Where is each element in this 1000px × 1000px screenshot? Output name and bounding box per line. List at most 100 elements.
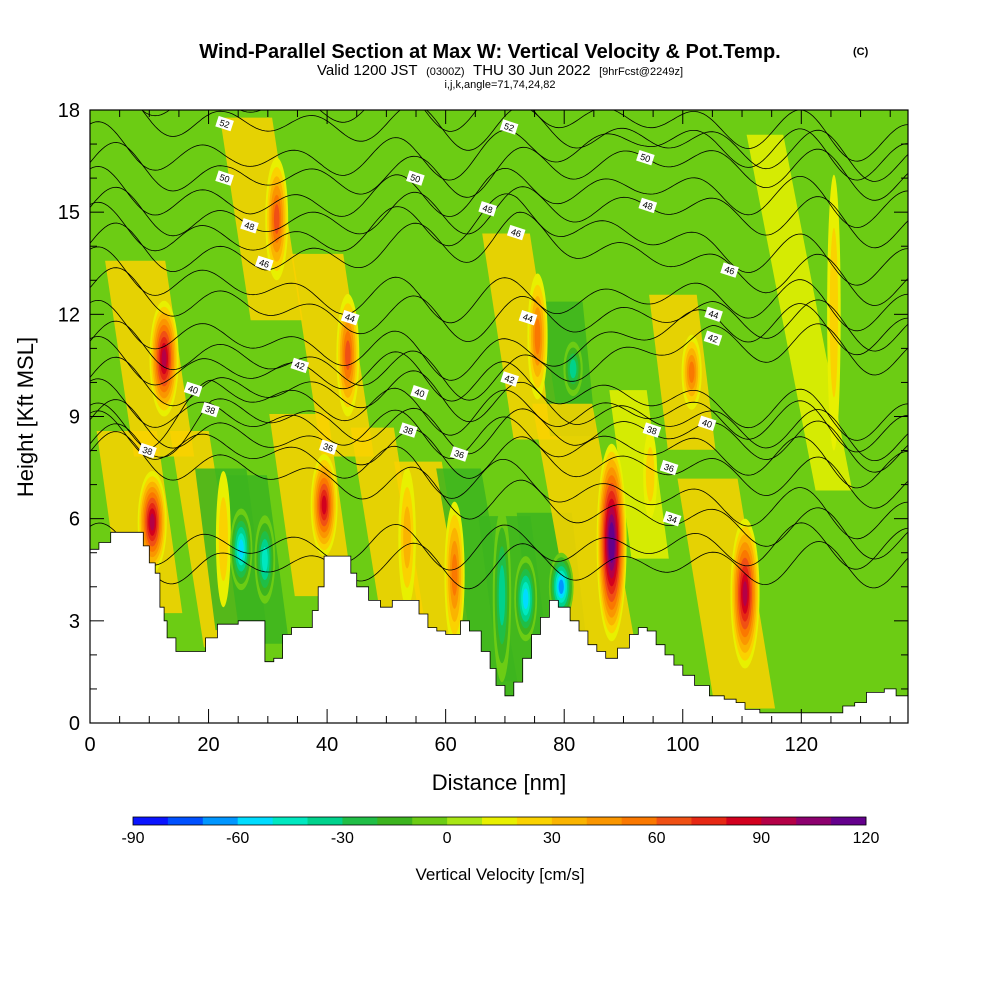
velocity-cell-level: [522, 588, 529, 610]
colorbar-tick-label: 0: [443, 830, 452, 847]
velocity-band: [609, 390, 669, 559]
isentrope-line: [90, 522, 908, 571]
contour-label: 34: [662, 510, 682, 527]
isentrope-line: [90, 142, 908, 201]
velocity-cell-level: [403, 506, 412, 569]
updraft-cell: [730, 518, 760, 669]
colorbar-swatch: [586, 817, 623, 825]
y-tick-label: 6: [69, 509, 80, 531]
colorbar-title: Vertical Velocity [cm/s]: [415, 865, 584, 884]
contour-label: 38: [642, 422, 662, 438]
velocity-cell-level: [558, 579, 564, 594]
contour-label: 36: [659, 459, 679, 476]
velocity-cell-level: [238, 539, 244, 560]
colorbar-frame: [132, 816, 867, 826]
chart-info-line: i,j,k,angle=71,74,24,82: [444, 79, 555, 91]
y-tick-label: 18: [58, 100, 80, 122]
contour-label: 36: [318, 439, 338, 455]
colorbar-swatch: [412, 817, 448, 825]
contour-label-text: 40: [413, 387, 426, 400]
x-tick-label: 0: [84, 734, 95, 756]
contour-label-text: 44: [707, 308, 720, 321]
contour-label-text: 42: [707, 332, 720, 345]
contour-label-text: 38: [141, 445, 154, 458]
contour-label-bg: [659, 459, 679, 476]
contour-label-bg: [410, 384, 429, 401]
velocity-cell-level: [218, 497, 228, 582]
y-tick-label: 15: [58, 202, 80, 224]
contour-label: 36: [449, 446, 469, 462]
contour-label-bg: [506, 224, 526, 241]
contour-label-bg: [703, 330, 723, 346]
x-tick-label: 100: [666, 734, 699, 756]
isentrope-line: [90, 299, 908, 381]
isentrope-line: [90, 431, 908, 560]
contour-label: 50: [215, 170, 234, 186]
velocity-cell-level: [161, 348, 167, 369]
velocity-cell-level: [569, 359, 577, 379]
contour-label-text: 40: [187, 383, 200, 396]
contour-label-text: 42: [293, 359, 306, 372]
contour-label: 52: [499, 119, 519, 135]
contour-label: 50: [636, 149, 655, 166]
contour-label-text: 36: [453, 448, 466, 461]
velocity-cell-level: [742, 581, 748, 607]
isentrope-line: [90, 211, 908, 306]
updraft-cell: [643, 430, 658, 519]
contour-label-text: 44: [344, 312, 357, 325]
y-tick-label: 9: [69, 407, 80, 429]
contour-label: 46: [254, 255, 274, 272]
contour-label: 40: [183, 381, 203, 398]
isentrope-line: [90, 541, 908, 590]
velocity-cell-level: [345, 340, 351, 371]
updraft-cell: [265, 157, 289, 281]
isentrope-line: [141, 110, 908, 162]
isentrope-line: [90, 379, 908, 453]
contour-label-bg: [449, 446, 469, 462]
updraft-cell: [310, 453, 338, 557]
contour-label-bg: [215, 170, 234, 186]
contour-label: 44: [518, 309, 538, 326]
contour-label-text: 38: [645, 424, 658, 437]
contour-label-bg: [318, 439, 338, 455]
downdraft-cell: [492, 508, 512, 683]
contour-label-text: 46: [723, 264, 736, 277]
contour-label: 52: [215, 115, 234, 132]
contour-label: 50: [406, 170, 425, 186]
contour-label-bg: [518, 309, 538, 326]
contour-label-bg: [340, 309, 360, 326]
colorbar-swatch: [761, 817, 797, 825]
contour-label-bg: [406, 170, 425, 186]
contour-label: 42: [290, 357, 310, 374]
contour-label-bg: [638, 197, 658, 214]
contour-label-bg: [138, 442, 157, 459]
isentrope-line: [90, 246, 908, 332]
colorbar-tick-label: -30: [331, 830, 354, 847]
contour-label-text: 38: [204, 404, 217, 417]
updraft-cell: [215, 470, 231, 608]
colorbar-swatch: [447, 817, 483, 825]
colorbar-tick-label: 30: [543, 830, 561, 847]
isentrope-line: [90, 399, 908, 509]
velocity-cell-level: [149, 513, 155, 531]
chart-title-marker: (C): [853, 46, 869, 58]
colorbar-swatch: [377, 817, 413, 825]
colorbar-swatch: [656, 817, 692, 825]
contour-label: 44: [340, 309, 360, 326]
colorbar-swatch: [796, 817, 832, 825]
colorbar-swatch: [342, 817, 378, 825]
isentrope-line: [90, 320, 908, 401]
velocity-cell-level: [688, 361, 695, 383]
velocity-cell-level: [273, 204, 280, 234]
contour-label-bg: [240, 218, 259, 234]
x-tick-label: 120: [785, 734, 818, 756]
contour-label-text: 48: [641, 199, 654, 212]
velocity-cell-level: [451, 553, 458, 596]
x-tick-label: 80: [553, 734, 575, 756]
subtitle-zulu: (0300Z): [426, 66, 465, 78]
colorbar-swatch: [167, 817, 204, 825]
velocity-cell-level: [261, 546, 268, 573]
contour-label-bg: [290, 357, 310, 374]
